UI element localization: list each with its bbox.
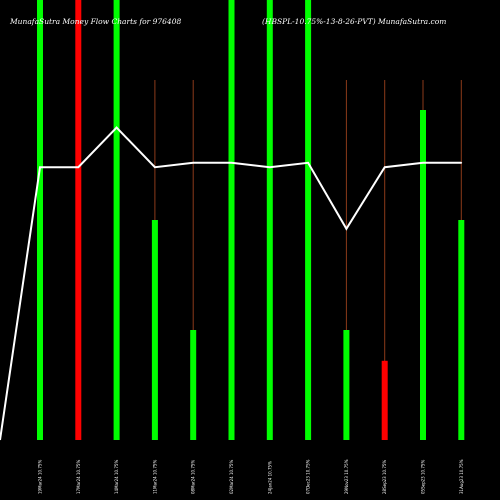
price-point [192, 162, 194, 164]
money-flow-bar [228, 0, 235, 440]
line-layer [0, 126, 463, 441]
price-point [115, 126, 118, 129]
money-flow-bar [37, 0, 43, 440]
x-tick-label: 07Dec23 10.75% [306, 459, 311, 494]
money-flow-bar [343, 330, 350, 440]
price-point [307, 162, 309, 164]
money-flow-bar [151, 220, 158, 440]
x-tick-label: 08Mar24 10.75% [191, 460, 196, 494]
x-tick-label: 29Nov23 10.75% [344, 459, 349, 494]
price-point [269, 166, 271, 168]
money-flow-bar [190, 330, 197, 440]
money-flow-bar [420, 110, 426, 440]
x-tick-label: 19Mar24 10.75% [38, 460, 43, 494]
price-point [77, 166, 80, 168]
x-tick-label: 31Aug23 10.75% [459, 459, 464, 494]
chart-title-right: (HBSPL-10.75%-13-8-26-PVT) MunafaSutra.c… [262, 17, 446, 26]
price-point [39, 166, 41, 168]
x-tick-label: 11Mar24 10.75% [152, 460, 157, 494]
money-flow-bar [75, 0, 82, 440]
x-tick-label: 28Sep23 10.75% [382, 460, 387, 494]
price-point [345, 228, 348, 230]
bar-layer [37, 0, 465, 440]
money-flow-bar [381, 360, 388, 440]
x-tick-label: 17Mar24 10.75% [76, 460, 81, 494]
x-tick-label: 24Jan24 10.75% [267, 461, 272, 494]
money-flow-bar [266, 0, 273, 440]
x-tick-label: 14Mar24 10.75% [114, 460, 119, 494]
x-tick-label: 02Mar24 10.75% [229, 460, 234, 494]
chart-title-left: MunafaSutra Money Flow Charts for 976408 [9, 17, 181, 26]
price-point [154, 166, 156, 168]
price-point [422, 162, 424, 164]
price-point [460, 162, 463, 164]
money-flow-bar [113, 0, 120, 440]
x-tick-label: 05Sep23 10.75% [421, 460, 426, 494]
tick-label-layer: 19Mar24 10.75% 17Mar24 10.75% 14Mar24 10.7… [38, 459, 464, 494]
money-flow-bar [458, 220, 465, 440]
money-flow-bar [305, 0, 312, 440]
price-point [230, 162, 233, 164]
price-point [383, 166, 386, 168]
